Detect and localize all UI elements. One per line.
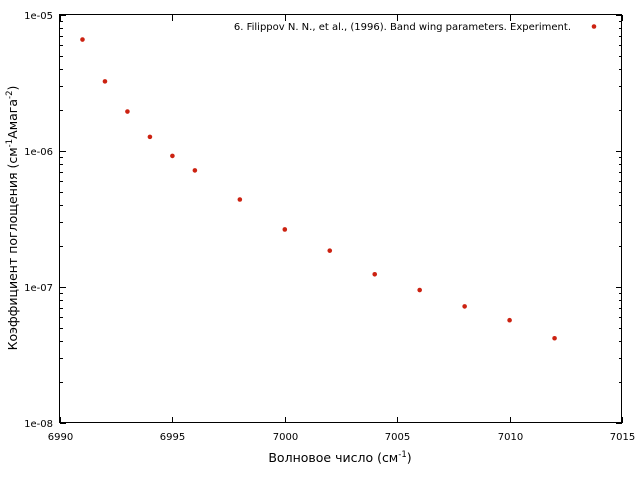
data-point — [147, 134, 153, 140]
y-tick-label: 1e-06 — [24, 147, 53, 158]
x-tick-label: 7015 — [610, 432, 635, 443]
x-tick-label: 6995 — [160, 432, 185, 443]
y-axis-label: Коэффициент поглощения (см-1Амага-2) — [5, 86, 20, 351]
x-axis-ticks: 6990 6995 7000 7005 7010 7015 — [48, 15, 635, 443]
x-tick-label: 7010 — [498, 432, 523, 443]
data-point — [237, 197, 243, 202]
legend-label: 6. Filippov N. N., et al., (1996). Band … — [234, 22, 571, 33]
x-tick-label: 7005 — [385, 432, 410, 443]
data-points — [80, 37, 557, 341]
legend-marker — [591, 24, 597, 29]
data-point — [417, 287, 422, 293]
data-point — [125, 109, 130, 114]
data-point — [327, 248, 333, 253]
data-point — [170, 153, 175, 159]
y-axis-ticks: 1e-08 1e-07 1e-06 1e-05 — [24, 11, 622, 430]
x-axis-label: Волновое число (см-1) — [268, 450, 411, 465]
data-point — [372, 271, 378, 277]
x-tick-label: 6990 — [48, 432, 73, 443]
plot-frame — [59, 14, 622, 423]
y-tick-label: 1e-07 — [24, 283, 53, 294]
data-point — [80, 37, 85, 42]
data-point — [192, 168, 198, 173]
data-point — [462, 304, 467, 309]
data-point — [507, 317, 512, 323]
legend: 6. Filippov N. N., et al., (1996). Band … — [234, 22, 597, 33]
y-tick-label: 1e-05 — [24, 11, 53, 22]
y-tick-label: 1e-08 — [24, 419, 53, 430]
data-point — [552, 335, 557, 341]
x-tick-label: 7000 — [273, 432, 298, 443]
data-point — [102, 79, 108, 84]
data-point — [282, 227, 288, 232]
